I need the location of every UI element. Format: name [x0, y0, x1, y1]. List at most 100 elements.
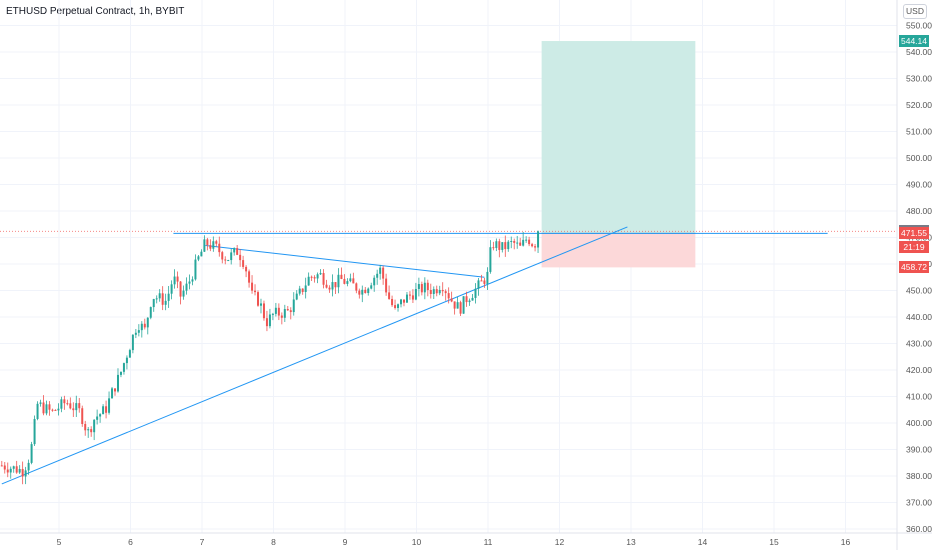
- candle-body: [51, 409, 54, 411]
- candle-body: [447, 293, 450, 299]
- candle-body: [316, 274, 319, 279]
- candle-body: [307, 276, 310, 286]
- candle-body: [221, 252, 224, 260]
- candle-body: [480, 280, 483, 282]
- candle-body: [373, 277, 376, 286]
- candle-body: [304, 285, 307, 292]
- chart-title: ETHUSD Perpetual Contract, 1h, BYBIT: [6, 6, 185, 17]
- candle-body: [149, 307, 152, 318]
- candle-body: [385, 278, 388, 293]
- candle-body: [33, 418, 36, 445]
- grid: [0, 0, 897, 533]
- candle-body: [319, 273, 322, 275]
- candle-body: [146, 317, 149, 328]
- price-tick-label: 480.00: [906, 206, 932, 216]
- candle-body: [164, 300, 167, 305]
- candle-body: [170, 284, 173, 294]
- candle-body: [456, 302, 459, 309]
- candle-body: [155, 298, 158, 300]
- candle-body: [257, 292, 260, 306]
- candle-body: [21, 469, 24, 477]
- candle-body: [394, 305, 397, 308]
- candle-body: [93, 419, 96, 433]
- price-tick-label: 530.00: [906, 74, 932, 84]
- time-tick-label: 16: [841, 537, 851, 547]
- candle-body: [376, 273, 379, 278]
- candle-body: [66, 403, 69, 405]
- candle-body: [501, 242, 504, 250]
- falling-trendline[interactable]: [205, 244, 485, 278]
- trend-drawings[interactable]: [0, 226, 897, 485]
- candle-body: [128, 350, 131, 358]
- candle-body: [152, 299, 155, 308]
- candle-body: [194, 259, 197, 280]
- candle-body: [405, 294, 408, 303]
- price-badge: 544.14: [899, 35, 929, 48]
- candle-body: [414, 289, 417, 300]
- candle-body: [45, 404, 48, 414]
- candle-body: [30, 444, 33, 463]
- candle-body: [465, 296, 468, 303]
- candle-body: [197, 256, 200, 260]
- candle-body: [48, 404, 51, 410]
- rising-trendline[interactable]: [1, 226, 628, 485]
- candle-body: [15, 466, 18, 473]
- time-axis[interactable]: 5 6 7 8 9 10 11 12 13 14 15 16: [57, 537, 851, 547]
- time-tick-label: 7: [200, 537, 205, 547]
- candle-body: [295, 293, 298, 300]
- price-axis[interactable]: 360.00 370.00 380.00 390.00 400.00 410.00 420.…: [906, 21, 932, 535]
- candle-body: [358, 290, 361, 295]
- candle-body: [471, 297, 474, 301]
- candle-body: [105, 406, 108, 413]
- candle-body: [361, 289, 364, 295]
- time-tick-label: 9: [343, 537, 348, 547]
- stop-zone[interactable]: [541, 233, 696, 268]
- candle-body: [18, 469, 21, 473]
- candle-body: [528, 239, 531, 245]
- candle-body: [283, 309, 286, 318]
- candle-body: [453, 301, 456, 309]
- currency-button[interactable]: USD: [903, 4, 927, 19]
- price-tick-label: 360.00: [906, 524, 932, 534]
- candle-body: [125, 357, 128, 364]
- candle-body: [191, 279, 194, 282]
- candle-body: [57, 408, 60, 411]
- candle-body: [462, 296, 465, 314]
- time-tick-label: 8: [271, 537, 276, 547]
- candle-body: [519, 242, 522, 246]
- candle-body: [474, 288, 477, 298]
- candle-body: [111, 388, 114, 399]
- candle-body: [397, 304, 400, 308]
- candle-body: [498, 241, 501, 250]
- candle-body: [388, 292, 391, 299]
- candle-body: [108, 398, 111, 413]
- candle-body: [6, 469, 9, 473]
- target-zone[interactable]: [541, 41, 696, 234]
- candle-body: [370, 285, 373, 289]
- candle-body: [513, 240, 516, 243]
- candle-body: [63, 399, 66, 404]
- candle-body: [84, 424, 87, 431]
- candle-body: [158, 293, 161, 299]
- candle-body: [489, 247, 492, 272]
- time-tick-label: 6: [128, 537, 133, 547]
- candle-body: [248, 271, 251, 283]
- candle-body: [271, 313, 274, 315]
- candle-body: [122, 363, 125, 372]
- candle-body: [280, 315, 283, 318]
- candle-body: [215, 241, 218, 244]
- candle-body: [337, 274, 340, 288]
- price-tick-label: 510.00: [906, 127, 932, 137]
- price-tick-label: 370.00: [906, 498, 932, 508]
- candle-body: [96, 416, 99, 420]
- candle-body: [69, 403, 72, 409]
- candle-body: [331, 282, 334, 290]
- candle-body: [119, 371, 122, 375]
- position-tool[interactable]: [541, 41, 696, 268]
- candle-body: [450, 298, 453, 302]
- candle-body: [36, 403, 39, 419]
- price-tick-label: 400.00: [906, 418, 932, 428]
- candle-body: [9, 468, 12, 473]
- candle-body: [391, 298, 394, 306]
